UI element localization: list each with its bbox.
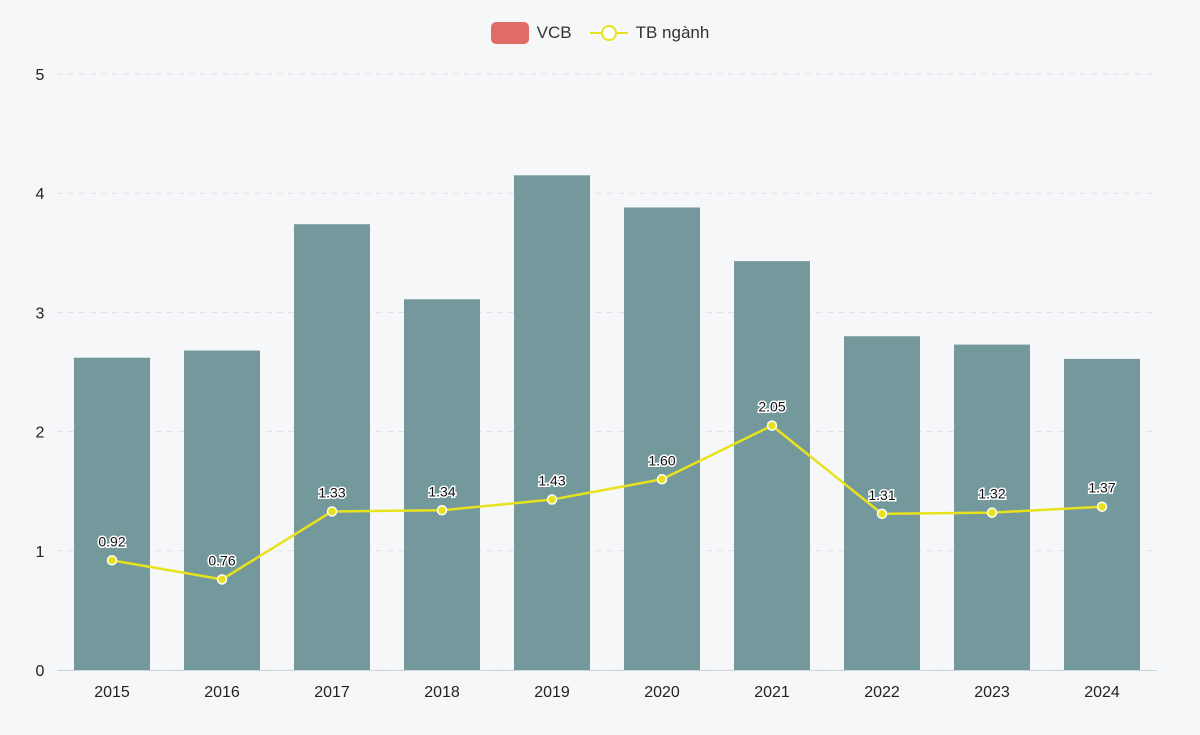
bar-vcb	[184, 350, 260, 670]
data-label-tb-nganh: 0.92	[98, 533, 125, 549]
legend-label-tb-nganh: TB ngành	[635, 23, 710, 42]
y-tick-label: 2	[36, 425, 45, 442]
legend-swatch-tb-nganh	[589, 22, 628, 44]
point-tb-nganh	[216, 574, 228, 585]
legend: VCB TB ngành	[0, 22, 1200, 44]
point-tb-nganh	[326, 506, 338, 517]
x-tick-label: 2022	[864, 684, 900, 701]
x-tick-label: 2021	[754, 684, 790, 701]
bar-vcb	[844, 336, 920, 670]
legend-item-tb-nganh[interactable]: TB ngành	[589, 22, 710, 44]
data-label-tb-nganh: 0.76	[208, 552, 235, 568]
point-tb-nganh	[1096, 501, 1108, 512]
bar-vcb	[624, 207, 700, 670]
bar-vcb	[1064, 358, 1140, 670]
data-label-tb-nganh: 1.37	[1088, 480, 1115, 496]
x-tick-label: 2024	[1084, 684, 1120, 701]
legend-label-vcb: VCB	[536, 23, 572, 42]
line-tb-nganh	[111, 424, 1103, 581]
data-label-tb-nganh: 1.32	[978, 486, 1005, 502]
y-tick-label: 0	[36, 663, 45, 680]
data-label-tb-nganh: 1.60	[648, 452, 675, 468]
point-tb-nganh	[436, 505, 448, 516]
x-tick-label: 2015	[94, 684, 130, 701]
bar-vcb	[74, 357, 150, 670]
bar-vcb	[294, 224, 370, 670]
x-tick-label: 2019	[534, 684, 570, 701]
point-tb-nganh	[656, 474, 668, 485]
bar-vcb	[954, 344, 1030, 670]
y-tick-label: 5	[36, 67, 45, 84]
data-label-tb-nganh: 1.31	[868, 487, 895, 503]
x-tick-label: 2020	[644, 684, 680, 701]
x-tick-label: 2018	[424, 684, 460, 701]
x-tick-label: 2016	[204, 684, 240, 701]
bar-vcb	[404, 299, 480, 670]
legend-item-vcb[interactable]: VCB	[490, 22, 572, 44]
x-tick-label: 2023	[974, 684, 1010, 701]
bar-vcb	[514, 175, 590, 670]
y-tick-label: 1	[36, 544, 45, 561]
x-tick-label: 2017	[314, 684, 350, 701]
point-tb-nganh	[546, 494, 558, 505]
data-label-tb-nganh: 1.34	[428, 483, 455, 499]
data-label-tb-nganh: 1.33	[318, 484, 345, 500]
point-tb-nganh	[876, 508, 888, 520]
y-tick-label: 3	[36, 305, 45, 322]
y-tick-label: 4	[36, 186, 45, 203]
point-tb-nganh	[986, 507, 998, 518]
bar-vcb	[734, 261, 810, 670]
data-label-tb-nganh: 1.43	[538, 473, 565, 489]
point-tb-nganh	[106, 555, 118, 566]
data-label-tb-nganh: 2.05	[758, 399, 785, 415]
point-tb-nganh	[766, 420, 778, 431]
legend-swatch-vcb	[490, 22, 529, 44]
